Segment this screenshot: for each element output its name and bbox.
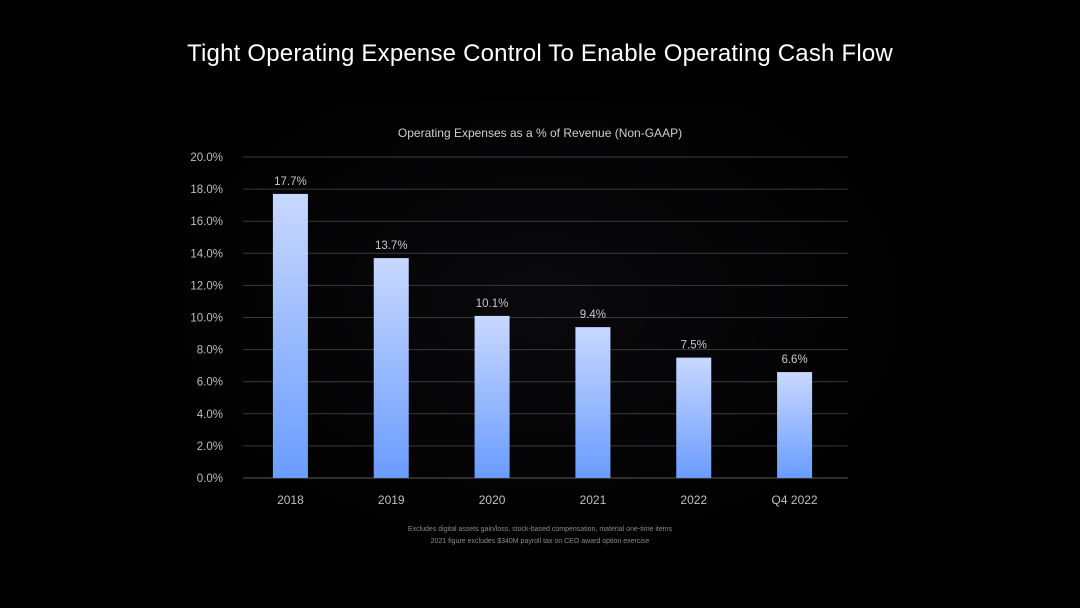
x-axis-ticks: 2018 2019 2020 2021 2022 Q4 2022 (277, 493, 818, 507)
x-tick-label: Q4 2022 (772, 493, 818, 507)
y-tick-label: 2.0% (197, 441, 223, 453)
x-tick-label: 2020 (479, 493, 506, 507)
data-label: 7.5% (681, 340, 707, 352)
y-tick-label: 0.0% (197, 473, 223, 485)
y-tick-label: 18.0% (190, 184, 223, 196)
y-tick-label: 10.0% (190, 313, 223, 325)
y-tick-label: 6.0% (197, 377, 223, 389)
footnote-1: Excludes digital assets gain/loss, stock… (407, 526, 673, 533)
bars (272, 193, 813, 479)
data-label: 9.4% (580, 309, 606, 321)
chart-title: Operating Expenses as a % of Revenue (No… (398, 126, 682, 140)
y-axis-ticks: 0.0% 2.0% 4.0% 6.0% 8.0% 10.0% 12.0% 14.0% 16.0%… (190, 152, 223, 485)
y-tick-label: 4.0% (197, 409, 223, 421)
y-tick-label: 14.0% (190, 248, 223, 260)
bar (676, 357, 712, 478)
bar (272, 193, 308, 479)
bar (373, 258, 409, 478)
y-tick-label: 16.0% (190, 216, 223, 228)
x-tick-label: 2022 (680, 493, 707, 507)
grid-lines (243, 156, 848, 479)
y-tick-label: 8.0% (197, 345, 223, 357)
data-labels: 17.7% 13.7% 10.1% 9.4% 7.5% 6.6% (274, 176, 808, 366)
bar (474, 315, 510, 478)
y-tick-label: 20.0% (190, 152, 223, 164)
slide-title: Tight Operating Expense Control To Enabl… (187, 40, 893, 67)
data-label: 10.1% (476, 298, 509, 310)
x-tick-label: 2018 (277, 493, 304, 507)
data-label: 17.7% (274, 176, 307, 188)
x-tick-label: 2021 (580, 493, 607, 507)
data-label: 6.6% (781, 354, 807, 366)
data-label: 13.7% (375, 240, 408, 252)
x-tick-label: 2019 (378, 493, 405, 507)
footnote-2: 2021 figure excludes $340M payroll tax o… (430, 538, 650, 545)
y-tick-label: 12.0% (190, 280, 223, 292)
bar (777, 372, 813, 478)
bar (575, 327, 611, 478)
